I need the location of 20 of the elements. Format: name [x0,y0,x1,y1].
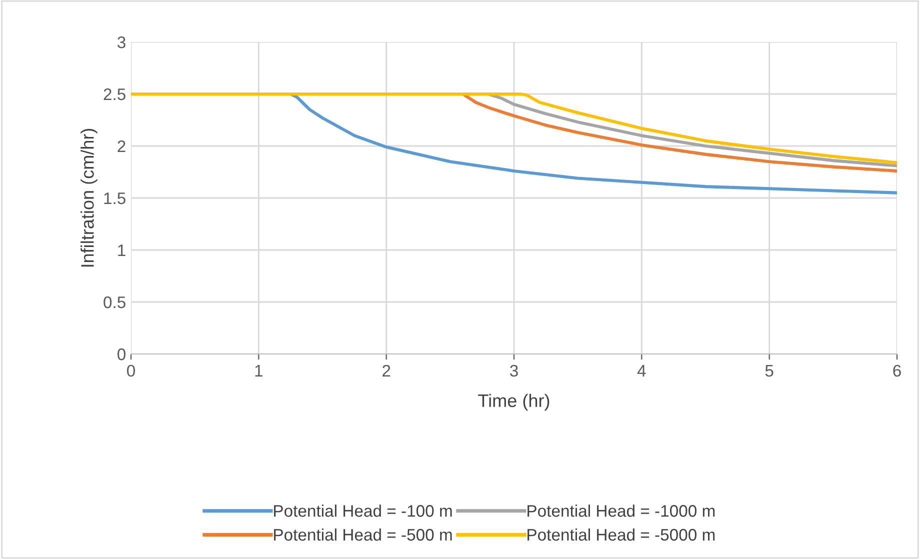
x-tick-label: 0 [127,364,135,377]
legend-label: Potential Head = -1000 m [528,504,715,517]
y-tick-label: 2 [118,140,126,152]
x-tick-label: 6 [893,364,901,377]
y-tick-label: 1.5 [104,192,126,204]
x-axis-title: Time (hr) [478,394,550,411]
x-tick-label: 4 [637,365,646,376]
legend-label: Potential Head = -100 m [274,504,452,517]
x-tick-label: 3 [510,364,518,377]
x-tick-label: 2 [382,364,390,376]
legend-label: Potential Head = -5000 m [528,528,715,541]
legend-label: Potential Head = -500 m [274,528,452,541]
y-tick-label: 1 [118,244,126,256]
y-tick-label: 2.5 [104,88,126,100]
y-tick-label: 0.5 [104,296,126,308]
x-tick-label: 1 [255,365,262,376]
y-tick-label: 0 [118,348,126,360]
y-tick-label: 3 [118,36,126,48]
y-axis-title: Infiltration (cm/hr) [80,128,98,267]
x-tick-label: 5 [765,365,774,377]
